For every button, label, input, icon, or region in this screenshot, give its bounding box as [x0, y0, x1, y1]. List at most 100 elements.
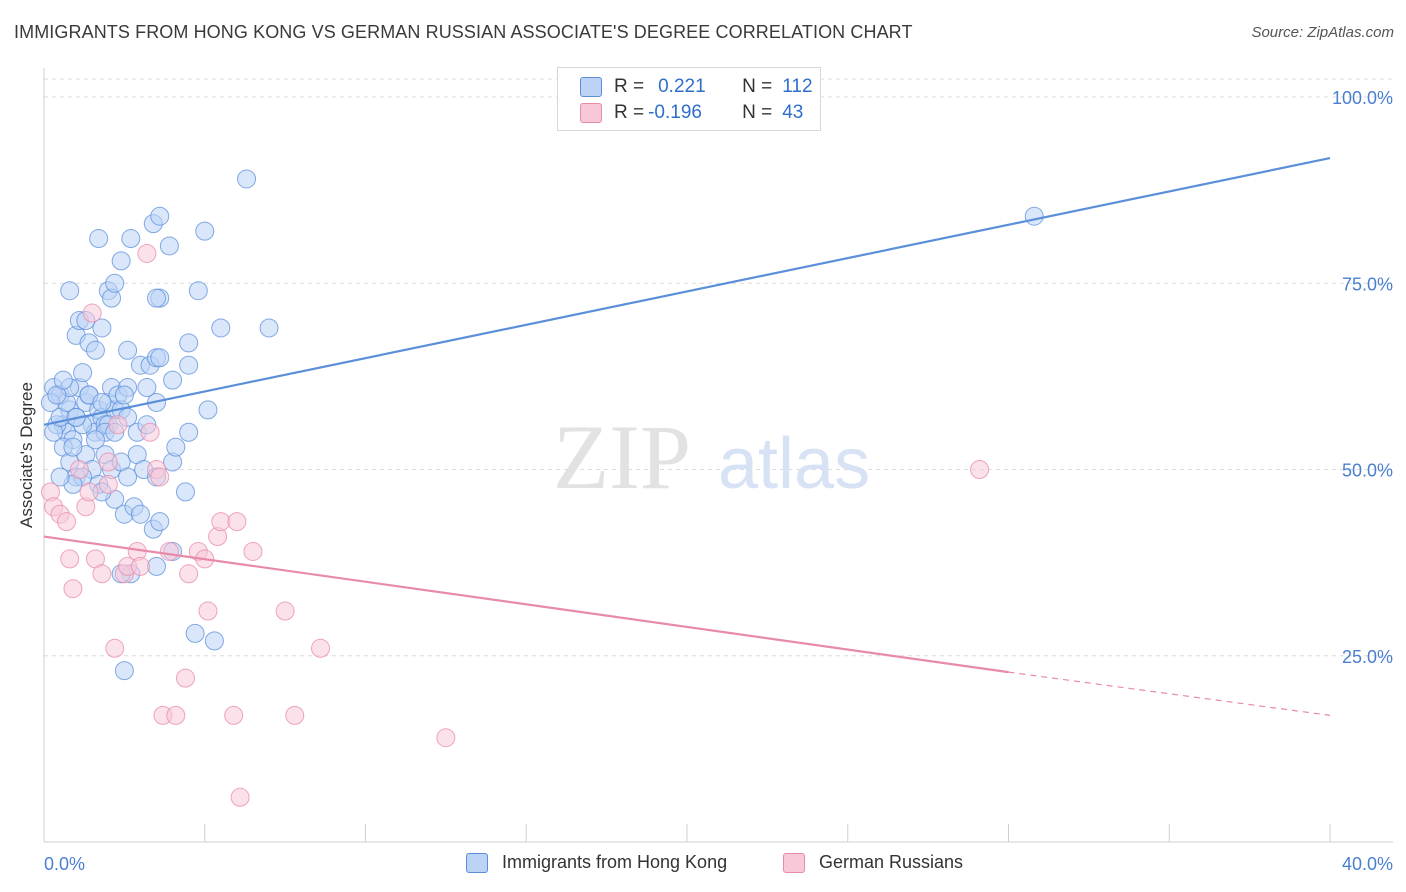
correlation-legend: R = 0.221 N = 112 R = -0.196 N = 43: [557, 67, 821, 131]
point-hong-kong: [147, 556, 167, 576]
legend-n-label: N =: [742, 76, 773, 97]
point-german-russian: [69, 460, 89, 479]
point-german-russian: [108, 415, 128, 435]
legend-swatch-pink: [580, 103, 602, 123]
legend-r-value: 0.221: [658, 76, 706, 97]
point-hong-kong: [179, 422, 199, 442]
bottom-legend-label: German Russians: [819, 852, 964, 872]
point-german-russian: [436, 728, 456, 748]
point-hong-kong: [204, 631, 224, 651]
point-hong-kong: [175, 482, 195, 502]
point-hong-kong: [179, 333, 199, 353]
point-hong-kong: [211, 318, 231, 338]
chart-title: IMMIGRANTS FROM HONG KONG VS GERMAN RUSS…: [14, 22, 913, 42]
point-german-russian: [179, 564, 199, 584]
point-german-russian: [137, 243, 157, 263]
watermark: ZIP atlas: [553, 406, 870, 508]
point-hong-kong: [53, 370, 73, 390]
y-tick-label: 50.0%: [1342, 461, 1393, 481]
point-german-russian: [140, 422, 160, 442]
point-german-russian: [63, 579, 83, 599]
point-hong-kong: [89, 229, 109, 249]
point-german-russian: [198, 601, 218, 621]
y-tick-label: 25.0%: [1342, 647, 1393, 667]
point-german-russian: [60, 549, 80, 569]
point-german-russian: [227, 512, 247, 532]
point-hong-kong: [137, 378, 157, 398]
point-hong-kong: [92, 318, 112, 338]
point-hong-kong: [198, 400, 218, 420]
point-german-russian: [105, 638, 125, 658]
trendline-german-russians: [43, 535, 1009, 674]
legend-row-hong-kong: R = 0.221 N = 112: [580, 75, 813, 99]
point-german-russian: [159, 541, 179, 561]
bottom-legend-german-russians: German Russians: [783, 852, 963, 873]
legend-n-value: 112: [782, 76, 813, 97]
point-german-russian: [98, 474, 118, 494]
point-hong-kong: [159, 236, 179, 256]
point-hong-kong: [114, 661, 134, 681]
point-german-russian: [275, 601, 295, 621]
y-axis-label: Associate's Degree: [17, 382, 36, 528]
point-hong-kong: [185, 623, 205, 643]
bottom-legend-label: Immigrants from Hong Kong: [502, 852, 728, 872]
bottom-legend-swatch-blue: [466, 852, 488, 873]
watermark-zip: ZIP: [553, 406, 691, 508]
point-german-russian: [175, 668, 195, 688]
point-hong-kong: [150, 206, 170, 226]
point-hong-kong: [118, 340, 138, 360]
point-german-russian: [98, 452, 118, 472]
point-german-russian: [79, 482, 99, 502]
point-german-russian: [285, 705, 305, 725]
point-hong-kong: [147, 288, 167, 308]
point-german-russian: [166, 705, 186, 725]
legend-n-label: N =: [742, 102, 773, 123]
x-tick-label: 0.0%: [44, 854, 85, 874]
point-hong-kong: [111, 251, 131, 271]
point-hong-kong: [150, 348, 170, 368]
point-hong-kong: [92, 392, 112, 412]
point-hong-kong: [130, 504, 150, 524]
trendline-german-russians-extension: [1008, 671, 1331, 716]
point-german-russian: [211, 512, 231, 532]
legend-swatch-blue: [580, 77, 602, 97]
point-hong-kong: [163, 370, 183, 390]
bottom-legend-hong-kong: Immigrants from Hong Kong: [466, 852, 727, 873]
point-german-russian: [150, 467, 170, 487]
point-hong-kong: [73, 363, 93, 383]
point-german-russian: [130, 556, 150, 576]
point-hong-kong: [166, 437, 186, 457]
x-tick-label: 40.0%: [1342, 854, 1393, 874]
point-hong-kong: [118, 467, 138, 487]
point-hong-kong: [114, 385, 134, 405]
point-hong-kong: [150, 512, 170, 532]
chart-source: Source: ZipAtlas.com: [1251, 24, 1394, 41]
point-hong-kong: [121, 229, 141, 249]
point-hong-kong: [85, 340, 105, 360]
point-hong-kong: [1024, 206, 1044, 226]
legend-n-value: 43: [782, 102, 804, 123]
point-hong-kong: [85, 430, 105, 450]
legend-r-label: R =: [614, 76, 645, 97]
point-german-russian: [224, 705, 244, 725]
point-hong-kong: [188, 281, 208, 301]
point-german-russian: [310, 638, 330, 658]
point-hong-kong: [195, 221, 215, 241]
y-tick-label: 100.0%: [1332, 88, 1393, 108]
trendline-hong-kong: [43, 157, 1331, 426]
legend-row-german-russians: R = -0.196 N = 43: [580, 101, 803, 125]
y-tick-label: 75.0%: [1342, 274, 1393, 294]
point-german-russian: [230, 787, 250, 807]
point-german-russian: [92, 564, 112, 584]
legend-r-label: R =: [614, 102, 645, 123]
legend-r-value: -0.196: [648, 102, 702, 123]
point-hong-kong: [237, 169, 257, 189]
point-german-russian: [243, 541, 263, 561]
point-hong-kong: [179, 355, 199, 375]
point-hong-kong: [259, 318, 279, 338]
point-german-russian: [970, 460, 990, 479]
watermark-atlas: atlas: [718, 424, 870, 504]
point-hong-kong: [63, 437, 83, 457]
point-german-russian: [82, 303, 102, 323]
